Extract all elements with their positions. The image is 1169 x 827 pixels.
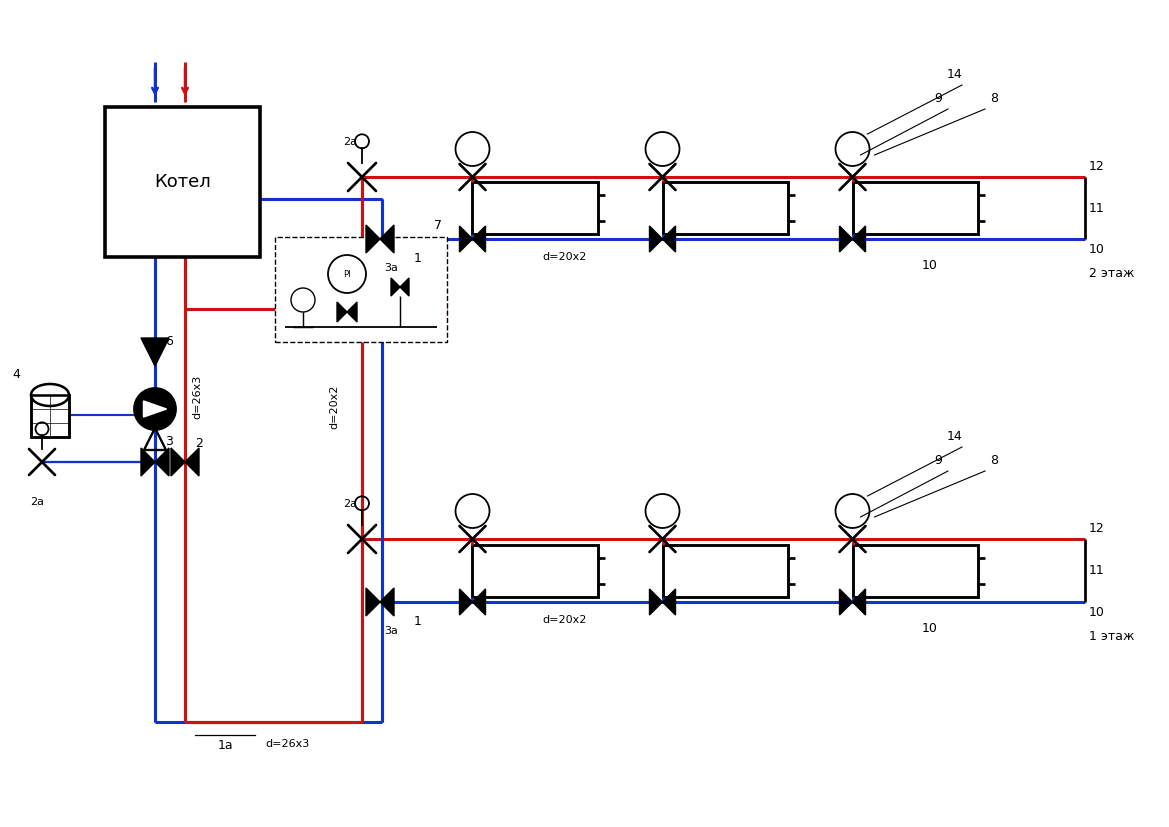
- Text: 3: 3: [165, 435, 173, 448]
- Text: 14: 14: [947, 68, 963, 81]
- Bar: [663, 544, 788, 596]
- Text: 1: 1: [414, 252, 422, 265]
- Circle shape: [456, 132, 490, 166]
- Text: 14: 14: [947, 430, 963, 443]
- Text: 7: 7: [434, 219, 442, 232]
- Text: d=26x3: d=26x3: [265, 739, 310, 749]
- Circle shape: [328, 255, 366, 293]
- Bar: [275, 237, 447, 342]
- Text: 1a: 1a: [217, 739, 233, 752]
- Bar: [105, 107, 260, 257]
- Polygon shape: [141, 448, 155, 476]
- Text: PI: PI: [344, 270, 351, 279]
- Polygon shape: [663, 589, 676, 615]
- Polygon shape: [663, 226, 676, 252]
- Text: d=20x2: d=20x2: [328, 385, 339, 429]
- Text: 8: 8: [990, 454, 998, 467]
- Polygon shape: [472, 226, 485, 252]
- Bar: [32, 395, 69, 437]
- Polygon shape: [852, 589, 865, 615]
- Polygon shape: [155, 448, 170, 476]
- Text: 2a: 2a: [343, 137, 357, 147]
- Polygon shape: [650, 226, 663, 252]
- Polygon shape: [347, 302, 357, 322]
- Polygon shape: [852, 226, 865, 252]
- Polygon shape: [185, 448, 199, 476]
- Circle shape: [836, 494, 870, 528]
- Text: 1 этаж: 1 этаж: [1090, 630, 1134, 643]
- Text: 9: 9: [934, 92, 942, 105]
- Text: Котел: Котел: [154, 173, 210, 191]
- Polygon shape: [366, 588, 380, 616]
- Ellipse shape: [32, 384, 69, 406]
- Text: 10: 10: [1090, 243, 1105, 256]
- Text: 12: 12: [1090, 160, 1105, 173]
- Polygon shape: [144, 401, 166, 417]
- Polygon shape: [380, 225, 394, 253]
- Text: 10: 10: [922, 259, 938, 272]
- Circle shape: [645, 494, 679, 528]
- Polygon shape: [171, 448, 185, 476]
- Bar: [32, 395, 69, 437]
- Text: 6: 6: [165, 335, 173, 348]
- Polygon shape: [366, 225, 380, 253]
- Circle shape: [456, 494, 490, 528]
- Polygon shape: [650, 589, 663, 615]
- Polygon shape: [472, 589, 485, 615]
- Text: 9: 9: [934, 454, 942, 467]
- Circle shape: [645, 132, 679, 166]
- Polygon shape: [459, 226, 472, 252]
- Text: d=20x2: d=20x2: [542, 615, 587, 625]
- Text: d=20x2: d=20x2: [542, 252, 587, 262]
- Text: 4: 4: [12, 368, 20, 381]
- Text: 10: 10: [1090, 606, 1105, 619]
- Bar: [472, 182, 597, 234]
- Polygon shape: [141, 338, 170, 366]
- Polygon shape: [337, 302, 347, 322]
- Text: 3a: 3a: [383, 626, 397, 636]
- Text: 3a: 3a: [383, 263, 397, 273]
- Text: 11: 11: [1090, 564, 1105, 577]
- Text: 5: 5: [167, 403, 175, 415]
- Polygon shape: [839, 589, 852, 615]
- Circle shape: [291, 288, 314, 312]
- Bar: [852, 182, 977, 234]
- Text: 11: 11: [1090, 202, 1105, 214]
- Polygon shape: [380, 588, 394, 616]
- Polygon shape: [390, 278, 400, 296]
- Bar: [852, 544, 977, 596]
- Text: 8: 8: [990, 92, 998, 105]
- Polygon shape: [839, 226, 852, 252]
- Text: 2 этаж: 2 этаж: [1090, 267, 1134, 280]
- Circle shape: [836, 132, 870, 166]
- Text: 2a: 2a: [343, 499, 357, 509]
- Circle shape: [134, 388, 177, 430]
- Text: 1: 1: [414, 615, 422, 628]
- Text: 2a: 2a: [30, 497, 44, 507]
- Polygon shape: [400, 278, 409, 296]
- Text: d=26x3: d=26x3: [192, 375, 202, 419]
- Bar: [663, 182, 788, 234]
- Text: 10: 10: [922, 622, 938, 635]
- Text: 2: 2: [195, 437, 203, 450]
- Text: 12: 12: [1090, 522, 1105, 535]
- Bar: [472, 544, 597, 596]
- Polygon shape: [459, 589, 472, 615]
